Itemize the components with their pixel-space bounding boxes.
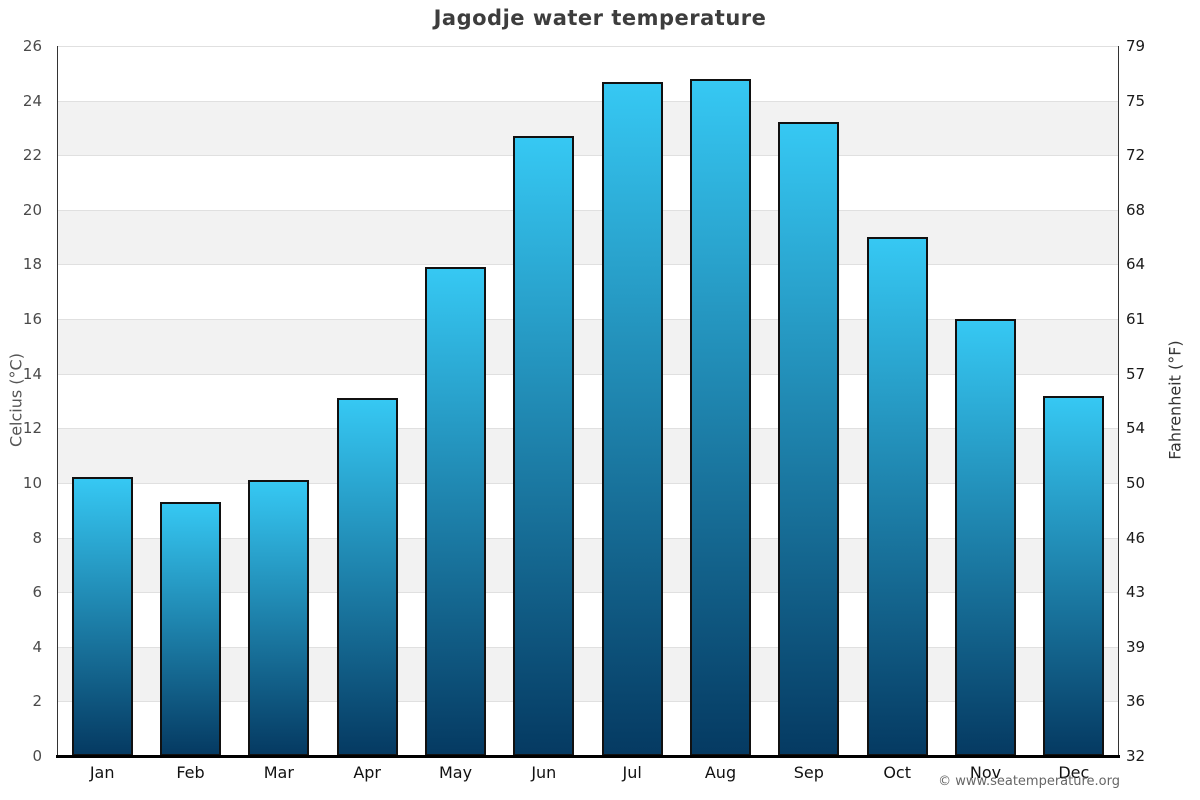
y-tick-fahrenheit: 64 [1126, 255, 1146, 274]
x-tick-jul: Jul [622, 763, 642, 782]
y-tick-celsius: 18 [22, 255, 42, 274]
left-axis-line [57, 46, 58, 756]
chart-title: Jagodje water temperature [433, 6, 767, 30]
gridline [58, 482, 1118, 484]
gridline [58, 701, 1118, 703]
grid-band [58, 373, 1118, 429]
y-tick-fahrenheit: 46 [1126, 528, 1146, 547]
y-tick-fahrenheit: 72 [1126, 146, 1146, 165]
bar-jan [71, 477, 133, 756]
y-tick-fahrenheit: 57 [1126, 364, 1146, 383]
y-tick-fahrenheit: 75 [1126, 91, 1146, 110]
bar-dec [1043, 395, 1105, 756]
y-tick-celsius: 8 [32, 528, 42, 547]
grid-band [58, 592, 1118, 647]
grid-band [58, 537, 1118, 593]
x-tick-feb: Feb [176, 763, 205, 782]
watermark-text: © www.seatemperature.org [938, 774, 1120, 789]
y-tick-fahrenheit: 36 [1126, 692, 1146, 711]
grid-band [58, 646, 1118, 702]
gridline [58, 373, 1118, 375]
x-axis-ticks: Jan Feb Mar Apr May Jun Jul Aug Sep Oct Nov Dec [58, 762, 1118, 784]
grid-band [58, 701, 1118, 756]
y-tick-fahrenheit: 61 [1126, 310, 1146, 329]
y-axis-ticks-fahrenheit: 79 75 72 68 64 61 57 54 50 46 43 39 36 32 [1126, 37, 1186, 765]
y-axis-label-celsius: Celcius (°C) [6, 353, 26, 447]
bar-may [425, 267, 486, 756]
bar-oct [866, 237, 928, 756]
y-axis-label-fahrenheit: Fahrenheit (°F) [1165, 340, 1185, 460]
y-tick-celsius: 12 [22, 419, 42, 438]
x-tick-jan: Jan [89, 763, 115, 782]
y-tick-celsius: 4 [32, 637, 42, 656]
grid-band [58, 209, 1118, 265]
bar-mar [248, 480, 310, 756]
x-tick-apr: Apr [353, 763, 381, 782]
plot-area [56, 46, 1120, 758]
gridline [58, 155, 1118, 157]
y-tick-fahrenheit: 79 [1126, 37, 1146, 55]
grid-band [58, 264, 1118, 320]
y-tick-fahrenheit: 32 [1126, 747, 1146, 765]
grid-band [58, 100, 1118, 156]
y-tick-celsius: 0 [32, 747, 42, 765]
x-tick-mar: Mar [263, 763, 294, 782]
y-tick-celsius: 24 [22, 91, 42, 110]
x-tick-oct: Oct [883, 763, 911, 782]
y-tick-celsius: 20 [22, 200, 42, 219]
y-tick-fahrenheit: 68 [1126, 200, 1146, 219]
y-tick-celsius: 2 [32, 692, 42, 711]
grid-band [58, 428, 1118, 483]
x-tick-jun: Jun [531, 763, 557, 782]
y-tick-fahrenheit: 50 [1126, 473, 1146, 492]
gridline [58, 646, 1118, 648]
gridline [58, 319, 1118, 321]
x-tick-dec: Dec [1058, 763, 1090, 782]
gridline [58, 46, 1118, 47]
x-tick-aug: Aug [704, 763, 737, 782]
y-tick-celsius: 16 [22, 310, 42, 329]
y-tick-celsius: 6 [32, 583, 42, 602]
gridline [58, 264, 1118, 266]
y-tick-fahrenheit: 54 [1126, 419, 1146, 438]
bar-feb [160, 502, 221, 756]
bar-jul [601, 81, 663, 756]
y-tick-fahrenheit: 43 [1126, 583, 1146, 602]
x-tick-sep: Sep [793, 763, 824, 782]
gridline [58, 428, 1118, 430]
right-axis-line [1118, 46, 1119, 756]
y-tick-celsius: 22 [22, 146, 42, 165]
gridline [58, 100, 1118, 102]
grid-band [58, 482, 1118, 538]
x-tick-may: May [438, 763, 473, 782]
y-tick-fahrenheit: 39 [1126, 637, 1146, 656]
bar-sep [778, 122, 840, 756]
gridline [58, 592, 1118, 594]
grid-band [58, 319, 1118, 374]
gridline [58, 537, 1118, 539]
y-tick-celsius: 10 [22, 473, 42, 492]
bar-jun [513, 136, 575, 756]
grid-band [58, 46, 1118, 101]
grid-band [58, 155, 1118, 210]
bar-aug [690, 78, 751, 756]
y-tick-celsius: 26 [22, 37, 42, 55]
x-tick-nov: Nov [969, 763, 1002, 782]
bottom-axis-line [56, 755, 1120, 758]
bar-apr [336, 398, 398, 756]
y-axis-ticks-celsius: 26 24 22 20 18 16 14 12 10 8 6 4 2 0 [0, 37, 50, 765]
bar-nov [955, 319, 1016, 756]
y-tick-celsius: 14 [22, 364, 42, 383]
gridline [58, 209, 1118, 211]
